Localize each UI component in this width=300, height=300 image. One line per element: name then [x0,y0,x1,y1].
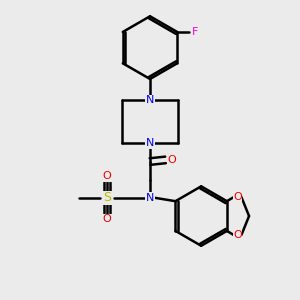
Text: N: N [146,193,154,203]
Text: O: O [167,155,176,165]
Text: O: O [233,230,242,240]
Text: F: F [192,27,199,37]
Text: O: O [103,171,111,182]
Text: N: N [146,138,154,148]
Text: S: S [103,191,111,204]
Text: O: O [233,192,242,202]
Text: N: N [146,95,154,106]
Text: O: O [103,214,111,224]
